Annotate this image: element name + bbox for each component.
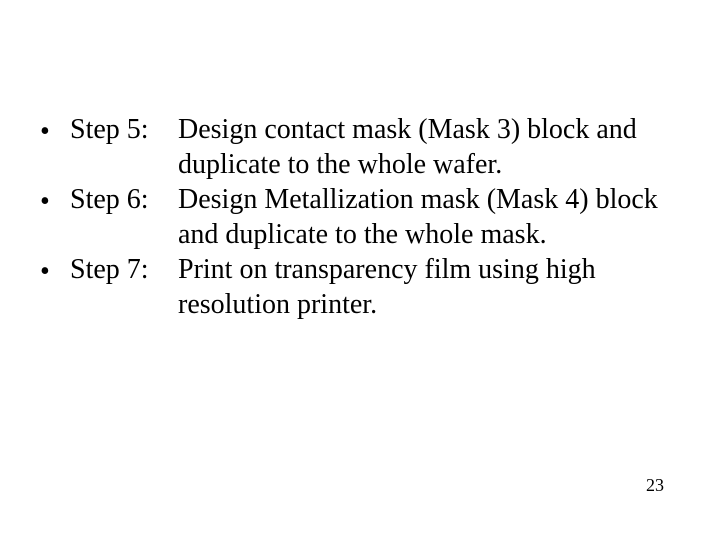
page-number: 23 xyxy=(646,475,664,496)
bullet-icon: • xyxy=(40,182,70,219)
steps-list: • Step 5: Design contact mask (Mask 3) b… xyxy=(40,112,680,322)
step-body: Design Metallization mask (Mask 4) block… xyxy=(178,182,680,252)
bullet-icon: • xyxy=(40,252,70,289)
step-label: Step 5: xyxy=(70,112,178,147)
slide: • Step 5: Design contact mask (Mask 3) b… xyxy=(0,0,720,540)
list-item: • Step 7: Print on transparency film usi… xyxy=(40,252,680,322)
step-label: Step 6: xyxy=(70,182,178,217)
list-item: • Step 5: Design contact mask (Mask 3) b… xyxy=(40,112,680,182)
step-body: Print on transparency film using high re… xyxy=(178,252,680,322)
step-label: Step 7: xyxy=(70,252,178,287)
step-body: Design contact mask (Mask 3) block and d… xyxy=(178,112,680,182)
bullet-icon: • xyxy=(40,112,70,149)
list-item: • Step 6: Design Metallization mask (Mas… xyxy=(40,182,680,252)
